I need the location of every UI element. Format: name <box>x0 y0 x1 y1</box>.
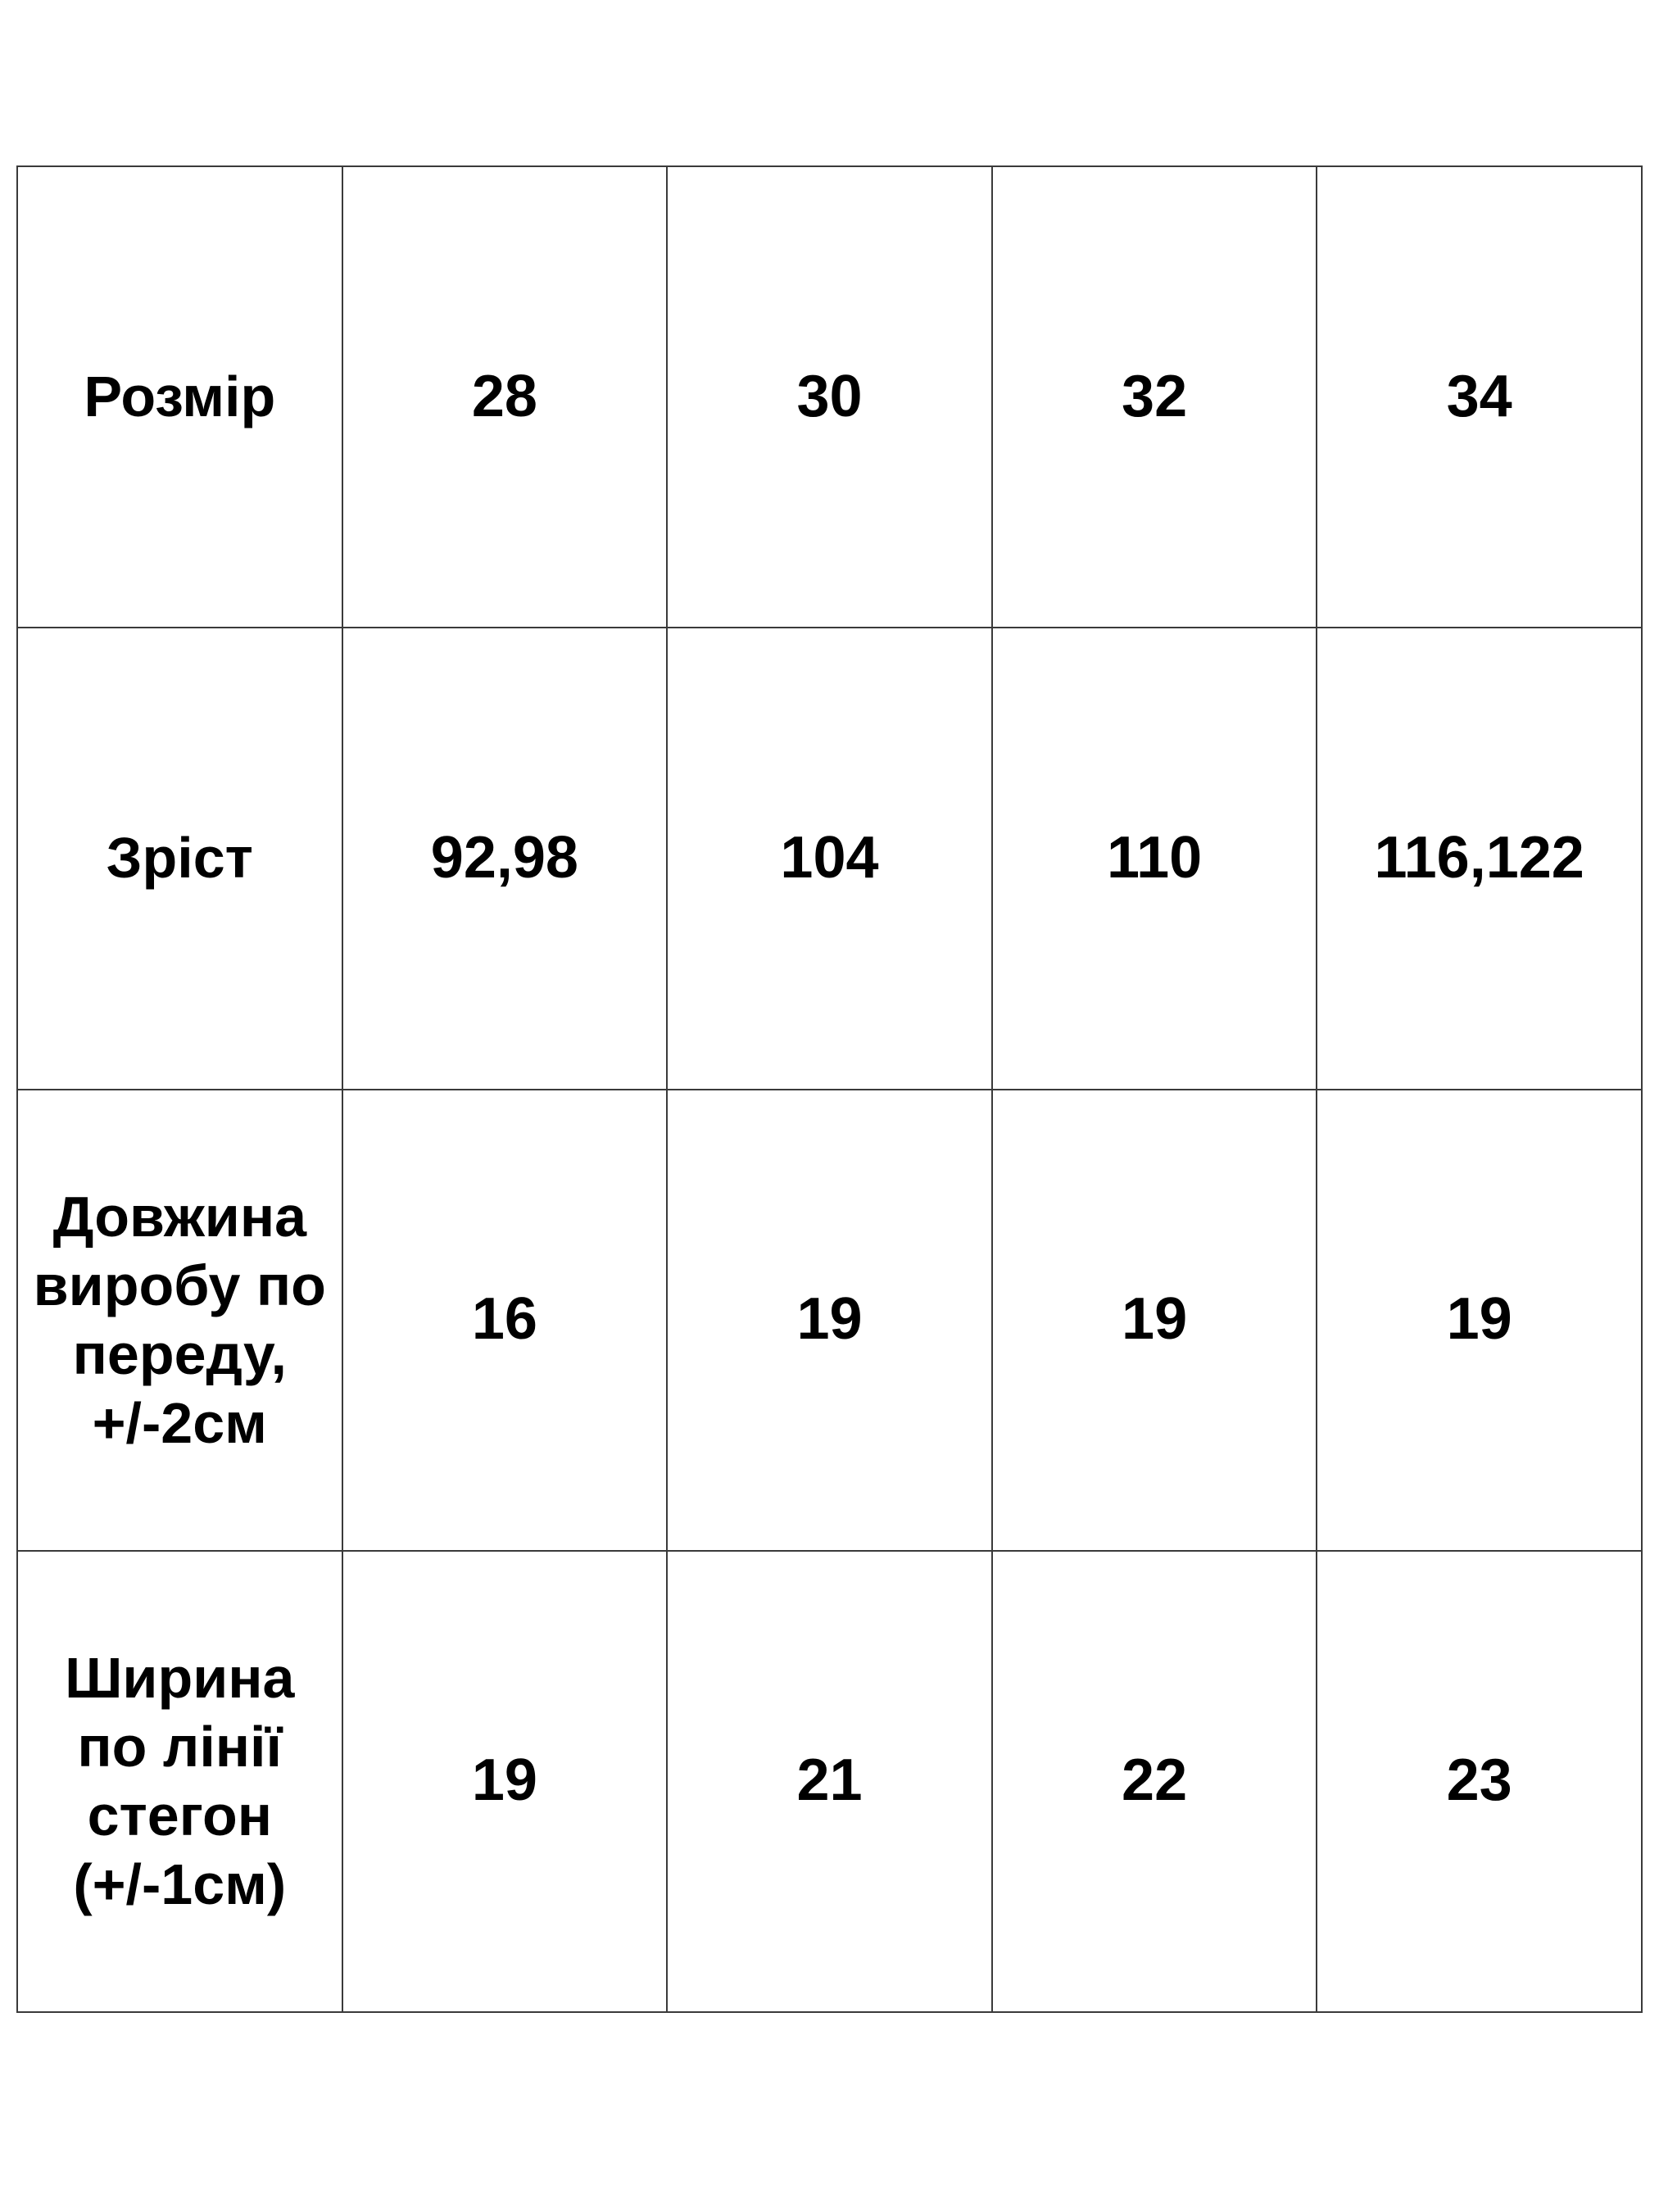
cell-hip-width-32: 22 <box>990 1549 1318 2014</box>
table-row: Ширина по лінії стегон (+/-1см) 19 21 22… <box>16 1549 1643 2014</box>
table-row: Зріст 92,98 104 110 116,122 <box>16 627 1643 1090</box>
size-chart-table: Розмір 28 30 32 34 Зріст 92,98 104 110 1… <box>16 165 1643 2014</box>
cell-front-length-34: 19 <box>1316 1088 1643 1552</box>
cell-hip-width-28: 19 <box>341 1549 669 2014</box>
row-header-height: Зріст <box>16 627 343 1090</box>
cell-size-30: 30 <box>666 165 993 629</box>
cell-height-34: 116,122 <box>1316 627 1643 1090</box>
row-header-hip-width: Ширина по лінії стегон (+/-1см) <box>16 1549 343 2014</box>
cell-size-32: 32 <box>990 165 1318 629</box>
cell-size-28: 28 <box>341 165 669 629</box>
table-row: Довжина виробу по переду, +/-2см 16 19 1… <box>16 1088 1643 1552</box>
cell-front-length-28: 16 <box>341 1088 669 1552</box>
cell-hip-width-34: 23 <box>1316 1549 1643 2014</box>
cell-height-32: 110 <box>990 627 1318 1090</box>
cell-size-34: 34 <box>1316 165 1643 629</box>
row-header-front-length: Довжина виробу по переду, +/-2см <box>16 1088 343 1552</box>
cell-front-length-30: 19 <box>666 1088 993 1552</box>
row-header-size: Розмір <box>16 165 343 629</box>
cell-front-length-32: 19 <box>990 1088 1318 1552</box>
cell-hip-width-30: 21 <box>666 1549 993 2014</box>
cell-height-30: 104 <box>666 627 993 1090</box>
cell-height-28: 92,98 <box>341 627 669 1090</box>
table-row: Розмір 28 30 32 34 <box>16 165 1643 629</box>
